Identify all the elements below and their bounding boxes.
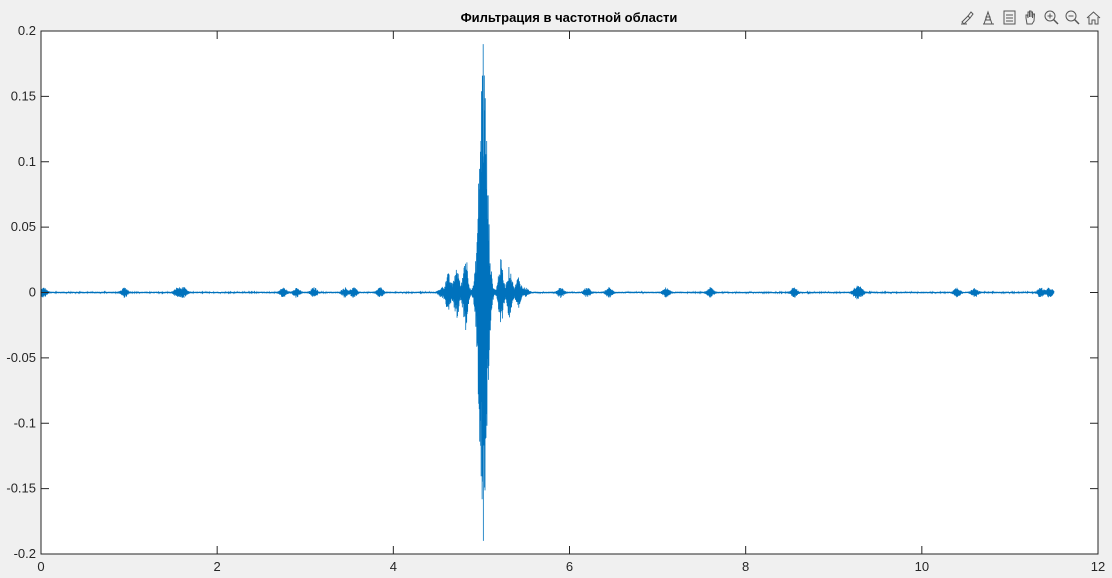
y-tick-label: 0.15 [11,88,36,103]
brush-button[interactable] [958,8,977,27]
x-tick-label: 6 [566,559,573,574]
datatip-button[interactable] [979,8,998,27]
y-tick-label: 0.2 [18,23,36,38]
y-tick-label: 0.1 [18,154,36,169]
series-layer [40,44,1055,541]
chart-title: Фильтрация в частотной области [461,10,678,25]
x-tick-label: 0 [37,559,44,574]
y-tick-label: 0.05 [11,219,36,234]
ticks-layer: 0 2 4 6 8 10 12 0.2 0.15 0.1 0.05 0 -0.05 -0.1 -0.15 -0… [6,23,1105,574]
y-tick-label: 0 [29,285,36,300]
y-tick-label: -0.05 [6,350,36,365]
y-tick-label: -0.2 [14,546,36,561]
x-tick-label: 10 [915,559,929,574]
x-tick-label: 12 [1091,559,1105,574]
x-tick-label: 4 [390,559,397,574]
y-tick-label: -0.15 [6,481,36,496]
brush-icon [961,11,974,25]
legend-button[interactable] [1000,8,1019,27]
zoom-out-button[interactable] [1063,8,1082,27]
zoom-out-icon [1065,10,1080,25]
series-line-signal [40,44,1055,541]
zoom-in-icon [1044,10,1059,25]
zoom-in-button[interactable] [1042,8,1061,27]
x-tick-label: 2 [214,559,221,574]
home-icon [1086,11,1101,25]
pan-button[interactable] [1021,8,1040,27]
pan-icon [1025,10,1036,25]
datatip-icon [983,10,994,25]
y-tick-label: -0.1 [14,415,36,430]
axes-toolbar [958,8,1103,27]
legend-icon [1003,10,1016,25]
home-button[interactable] [1084,8,1103,27]
x-tick-label: 8 [742,559,749,574]
